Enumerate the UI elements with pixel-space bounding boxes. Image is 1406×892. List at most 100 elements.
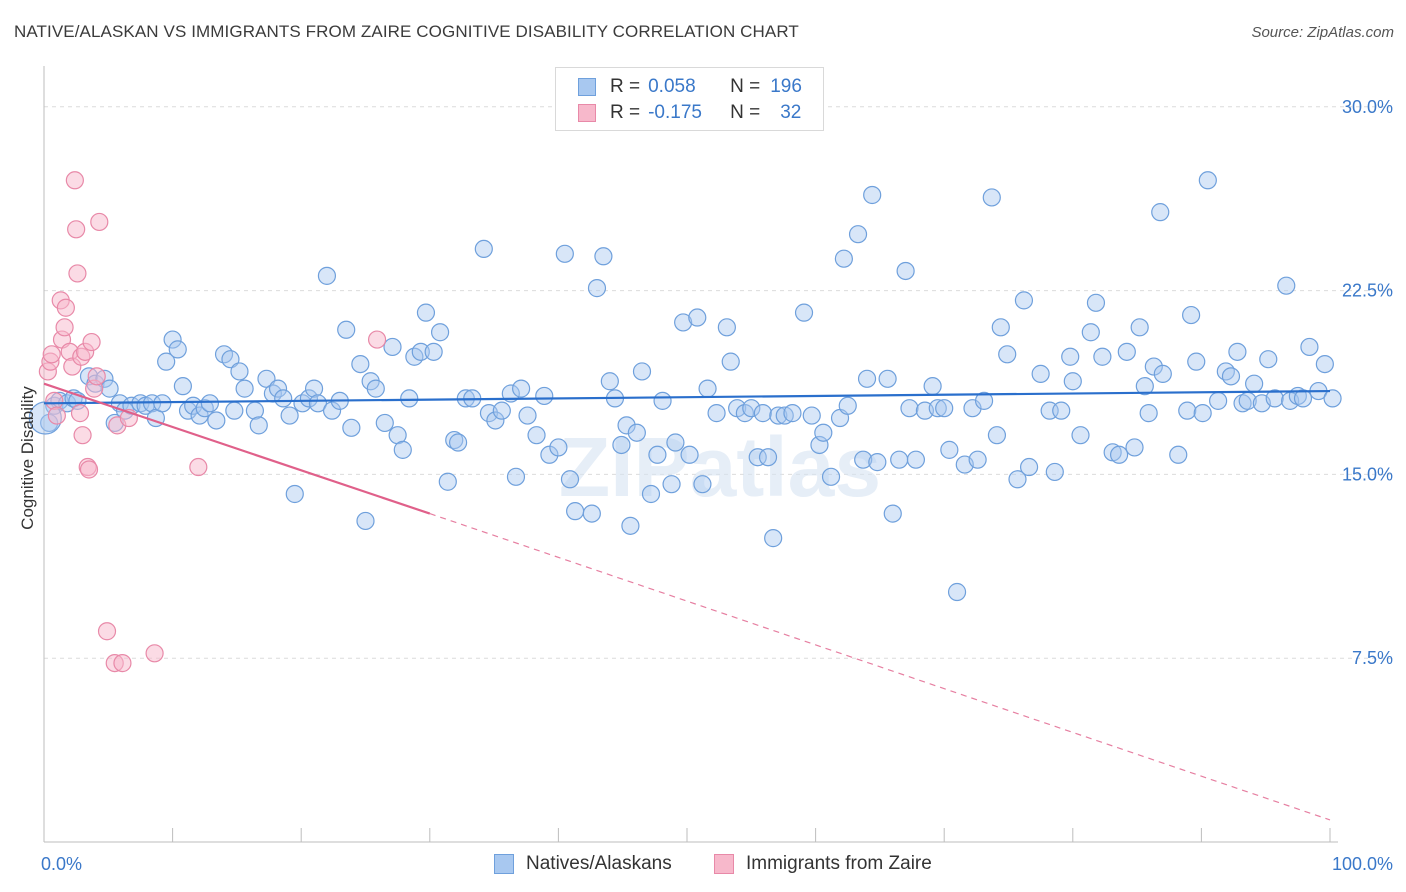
data-point-natives xyxy=(383,337,402,357)
y-tick-label: 22.5% xyxy=(1342,281,1393,301)
data-point-zaire xyxy=(79,460,99,479)
data-point-natives xyxy=(448,433,468,452)
data-point-natives xyxy=(1245,374,1264,393)
data-point-natives xyxy=(974,391,994,410)
data-point-natives xyxy=(1293,389,1313,408)
data-point-natives xyxy=(230,362,249,381)
data-point-natives xyxy=(416,303,436,322)
data-point-natives xyxy=(322,401,342,420)
data-point-natives xyxy=(883,504,902,523)
data-point-natives xyxy=(1109,445,1129,464)
data-point-natives xyxy=(878,369,897,388)
data-point-natives xyxy=(486,411,505,430)
data-point-zaire xyxy=(65,171,84,190)
data-point-natives xyxy=(600,372,619,391)
data-point-zaire xyxy=(145,644,164,663)
data-point-natives xyxy=(1187,352,1206,371)
data-point-natives xyxy=(1071,426,1090,445)
data-point-natives xyxy=(393,440,412,459)
data-point-natives xyxy=(195,399,214,418)
data-point-natives xyxy=(1277,276,1296,295)
data-point-natives xyxy=(627,423,646,442)
data-point-natives xyxy=(1093,347,1112,366)
source-label: Source: ZipAtlas.com xyxy=(1251,24,1394,41)
data-point-natives xyxy=(200,394,219,413)
data-point-natives xyxy=(900,399,919,418)
data-point-natives xyxy=(337,320,356,339)
trend-line-zaire xyxy=(43,382,431,515)
data-point-natives xyxy=(366,379,385,398)
data-point-natives xyxy=(157,352,176,371)
data-point-natives xyxy=(173,377,192,396)
data-point-natives xyxy=(991,318,1010,337)
data-point-natives xyxy=(998,345,1017,364)
data-point-natives xyxy=(1265,389,1284,408)
legend-n-label: N = xyxy=(730,76,761,97)
data-point-natives xyxy=(587,279,607,298)
data-point-natives xyxy=(268,379,288,398)
gridlines xyxy=(44,106,1392,659)
data-point-natives xyxy=(742,399,761,418)
data-point-natives xyxy=(896,261,915,281)
data-point-natives xyxy=(280,406,299,425)
data-point-zaire xyxy=(47,406,66,425)
data-point-natives xyxy=(617,416,636,435)
data-point-natives xyxy=(783,404,802,423)
data-point-natives xyxy=(518,406,537,425)
data-point-natives xyxy=(1315,354,1334,374)
trend-line-natives xyxy=(43,389,1331,405)
data-point-natives xyxy=(225,401,244,420)
data-point-natives xyxy=(249,416,268,435)
series-zaire xyxy=(38,171,387,673)
data-point-natives xyxy=(1209,391,1228,410)
data-point-natives xyxy=(1117,342,1136,361)
data-point-natives xyxy=(1125,438,1144,457)
data-point-zaire xyxy=(55,318,74,337)
watermark: ZIPatlas xyxy=(559,420,881,514)
data-point-natives xyxy=(906,450,926,469)
data-point-natives xyxy=(1198,171,1217,190)
data-point-natives xyxy=(666,433,685,452)
legend-row-zaire: R = -0.175 N = 32 xyxy=(578,100,801,126)
data-point-natives xyxy=(375,413,394,433)
legend-row-natives: R = 0.058 N = 196 xyxy=(578,74,802,100)
data-point-natives xyxy=(168,340,187,359)
chart-title: NATIVE/ALASKAN VS IMMIGRANTS FROM ZAIRE … xyxy=(14,22,799,41)
data-point-natives xyxy=(207,411,226,430)
data-point-natives xyxy=(566,502,585,521)
axes xyxy=(43,66,1338,843)
bottom-legend-natives: Natives/Alaskans xyxy=(494,852,672,876)
data-point-natives xyxy=(1014,291,1034,310)
data-point-natives xyxy=(621,516,640,535)
data-point-natives xyxy=(868,453,887,472)
data-point-natives xyxy=(693,475,712,494)
data-point-natives xyxy=(857,369,877,388)
data-point-natives xyxy=(430,323,450,342)
data-point-natives xyxy=(285,484,304,504)
legend-n-value: 196 xyxy=(770,76,802,97)
data-point-natives xyxy=(492,401,511,420)
data-point-natives xyxy=(351,354,370,374)
data-point-natives xyxy=(317,266,337,285)
data-point-natives xyxy=(438,472,457,491)
data-point-natives xyxy=(582,504,601,523)
data-point-natives xyxy=(512,379,531,398)
data-point-zaire xyxy=(82,332,101,352)
bottom-legend-swatch-zaire xyxy=(714,854,734,874)
data-point-natives xyxy=(968,450,987,469)
data-point-natives xyxy=(1153,364,1172,383)
data-point-natives xyxy=(1019,457,1039,477)
tick-labels: 7.5% 15.0% 22.5% 30.0% 0.0% 100.0% xyxy=(41,97,1393,874)
legend-r-value: -0.175 xyxy=(648,102,702,123)
data-point-natives xyxy=(641,484,661,504)
y-axis-label: Cognitive Disability xyxy=(18,386,37,530)
legend-r-label: R = xyxy=(610,102,641,123)
data-point-natives xyxy=(1130,318,1149,337)
data-point-natives xyxy=(753,404,772,423)
bottom-legend-label-zaire: Immigrants from Zaire xyxy=(746,853,932,874)
data-point-zaire xyxy=(68,264,87,283)
data-point-natives xyxy=(549,438,568,457)
y-tick-label: 7.5% xyxy=(1352,648,1393,668)
trend-line-zaire-extension xyxy=(429,513,1331,821)
data-point-natives xyxy=(717,318,736,337)
